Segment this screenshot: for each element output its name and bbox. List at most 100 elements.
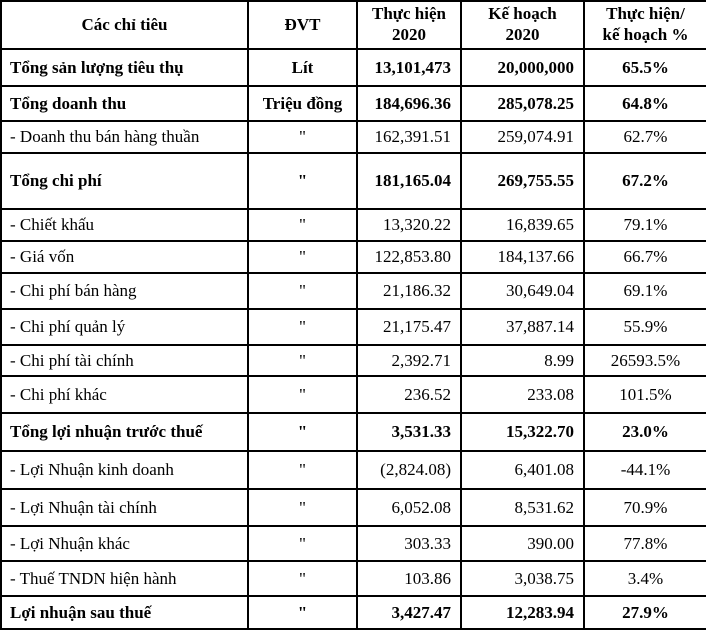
row-pct: 67.2% bbox=[583, 152, 706, 210]
col-header-actual: Thực hiện 2020 bbox=[356, 0, 462, 50]
row-unit: Triệu đồng bbox=[247, 85, 358, 122]
row-label: Tổng chi phí bbox=[0, 152, 249, 210]
row-actual: 3,531.33 bbox=[356, 412, 462, 452]
table-row: - Doanh thu bán hàng thuần " 162,391.51 … bbox=[0, 120, 706, 154]
row-pct: 55.9% bbox=[583, 308, 706, 346]
row-plan: 37,887.14 bbox=[460, 308, 585, 346]
row-label: - Chiết khấu bbox=[0, 208, 249, 242]
row-label: - Chi phí quản lý bbox=[0, 308, 249, 346]
table-row: - Lợi Nhuận khác " 303.33 390.00 77.8% bbox=[0, 525, 706, 562]
col-header-unit: ĐVT bbox=[247, 0, 358, 50]
row-actual: 303.33 bbox=[356, 525, 462, 562]
row-pct: 65.5% bbox=[583, 48, 706, 87]
table-row: Tổng chi phí " 181,165.04 269,755.55 67.… bbox=[0, 152, 706, 210]
row-plan: 30,649.04 bbox=[460, 272, 585, 310]
table-row: - Chi phí khác " 236.52 233.08 101.5% bbox=[0, 375, 706, 414]
row-unit: " bbox=[247, 525, 358, 562]
table-row: - Chi phí tài chính " 2,392.71 8.99 2659… bbox=[0, 344, 706, 377]
row-unit: " bbox=[247, 272, 358, 310]
col-header-ratio: Thực hiện/ kế hoạch % bbox=[583, 0, 706, 50]
row-plan: 184,137.66 bbox=[460, 240, 585, 274]
table-row: - Thuế TNDN hiện hành " 103.86 3,038.75 … bbox=[0, 560, 706, 597]
table-row: - Chi phí bán hàng " 21,186.32 30,649.04… bbox=[0, 272, 706, 310]
row-actual: 103.86 bbox=[356, 560, 462, 597]
row-pct: 69.1% bbox=[583, 272, 706, 310]
row-actual: 13,320.22 bbox=[356, 208, 462, 242]
row-unit: " bbox=[247, 208, 358, 242]
row-pct: 26593.5% bbox=[583, 344, 706, 377]
row-pct: 3.4% bbox=[583, 560, 706, 597]
row-unit: " bbox=[247, 152, 358, 210]
row-pct: 70.9% bbox=[583, 488, 706, 527]
row-actual: 21,175.47 bbox=[356, 308, 462, 346]
row-actual: 6,052.08 bbox=[356, 488, 462, 527]
row-plan: 3,038.75 bbox=[460, 560, 585, 597]
row-pct: 23.0% bbox=[583, 412, 706, 452]
row-label: - Giá vốn bbox=[0, 240, 249, 274]
row-plan: 285,078.25 bbox=[460, 85, 585, 122]
row-label: Tổng doanh thu bbox=[0, 85, 249, 122]
col-header-plan: Kế hoạch 2020 bbox=[460, 0, 585, 50]
row-unit: " bbox=[247, 344, 358, 377]
row-pct: 27.9% bbox=[583, 595, 706, 630]
row-plan: 16,839.65 bbox=[460, 208, 585, 242]
row-unit: " bbox=[247, 450, 358, 490]
row-unit: Lít bbox=[247, 48, 358, 87]
row-actual: 236.52 bbox=[356, 375, 462, 414]
row-label: Tổng sản lượng tiêu thụ bbox=[0, 48, 249, 87]
row-unit: " bbox=[247, 560, 358, 597]
row-actual: 122,853.80 bbox=[356, 240, 462, 274]
row-label: - Lợi Nhuận khác bbox=[0, 525, 249, 562]
row-actual: 184,696.36 bbox=[356, 85, 462, 122]
row-label: - Lợi Nhuận tài chính bbox=[0, 488, 249, 527]
row-actual: 21,186.32 bbox=[356, 272, 462, 310]
row-plan: 8.99 bbox=[460, 344, 585, 377]
table-row: - Giá vốn " 122,853.80 184,137.66 66.7% bbox=[0, 240, 706, 274]
row-label: - Chi phí khác bbox=[0, 375, 249, 414]
header-row: Các chỉ tiêu ĐVT Thực hiện 2020 Kế hoạch… bbox=[0, 0, 706, 50]
row-plan: 269,755.55 bbox=[460, 152, 585, 210]
table-row: - Lợi Nhuận tài chính " 6,052.08 8,531.6… bbox=[0, 488, 706, 527]
row-unit: " bbox=[247, 375, 358, 414]
table-row: Tổng sản lượng tiêu thụ Lít 13,101,473 2… bbox=[0, 48, 706, 87]
row-plan: 15,322.70 bbox=[460, 412, 585, 452]
row-plan: 259,074.91 bbox=[460, 120, 585, 154]
table-row: - Chi phí quản lý " 21,175.47 37,887.14 … bbox=[0, 308, 706, 346]
row-label: Lợi nhuận sau thuế bbox=[0, 595, 249, 630]
row-actual: 3,427.47 bbox=[356, 595, 462, 630]
row-unit: " bbox=[247, 595, 358, 630]
row-unit: " bbox=[247, 488, 358, 527]
row-label: - Chi phí tài chính bbox=[0, 344, 249, 377]
row-pct: 79.1% bbox=[583, 208, 706, 242]
row-unit: " bbox=[247, 120, 358, 154]
row-plan: 6,401.08 bbox=[460, 450, 585, 490]
row-plan: 233.08 bbox=[460, 375, 585, 414]
table-row: Tổng lợi nhuận trước thuế " 3,531.33 15,… bbox=[0, 412, 706, 452]
row-unit: " bbox=[247, 308, 358, 346]
col-header-indicator: Các chỉ tiêu bbox=[0, 0, 249, 50]
table-row: - Chiết khấu " 13,320.22 16,839.65 79.1% bbox=[0, 208, 706, 242]
row-actual: 2,392.71 bbox=[356, 344, 462, 377]
table-row: - Lợi Nhuận kinh doanh " (2,824.08) 6,40… bbox=[0, 450, 706, 490]
row-label: - Lợi Nhuận kinh doanh bbox=[0, 450, 249, 490]
row-unit: " bbox=[247, 412, 358, 452]
row-actual: 162,391.51 bbox=[356, 120, 462, 154]
row-plan: 12,283.94 bbox=[460, 595, 585, 630]
row-pct: 64.8% bbox=[583, 85, 706, 122]
row-label: - Chi phí bán hàng bbox=[0, 272, 249, 310]
row-plan: 8,531.62 bbox=[460, 488, 585, 527]
row-label: Tổng lợi nhuận trước thuế bbox=[0, 412, 249, 452]
row-pct: 66.7% bbox=[583, 240, 706, 274]
row-actual: (2,824.08) bbox=[356, 450, 462, 490]
row-label: - Thuế TNDN hiện hành bbox=[0, 560, 249, 597]
row-plan: 390.00 bbox=[460, 525, 585, 562]
table-row: Tổng doanh thu Triệu đồng 184,696.36 285… bbox=[0, 85, 706, 122]
row-label: - Doanh thu bán hàng thuần bbox=[0, 120, 249, 154]
row-pct: -44.1% bbox=[583, 450, 706, 490]
row-actual: 13,101,473 bbox=[356, 48, 462, 87]
row-pct: 62.7% bbox=[583, 120, 706, 154]
row-pct: 77.8% bbox=[583, 525, 706, 562]
row-pct: 101.5% bbox=[583, 375, 706, 414]
table-row: Lợi nhuận sau thuế " 3,427.47 12,283.94 … bbox=[0, 595, 706, 630]
